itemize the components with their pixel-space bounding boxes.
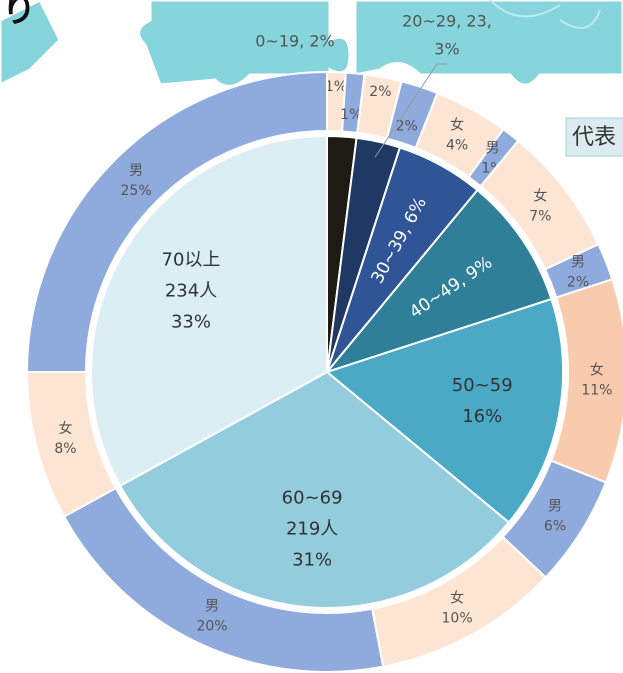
data-label: 2% [369, 84, 391, 100]
label-group: 20~29, 23, 3% [402, 12, 492, 59]
label-group: 70以上 234人 33% [162, 250, 221, 333]
label-group: 2% [396, 119, 418, 135]
label-group: 0~19, 2% [255, 32, 335, 51]
label-group: 男 6% [544, 499, 566, 535]
data-label: 女 [450, 116, 464, 133]
label-group: 男 20% [196, 598, 227, 634]
label-group: 1% [325, 79, 347, 95]
label-group: 50~59 16% [452, 375, 513, 427]
data-label: 50~59 [452, 375, 513, 396]
puzzle-edge [489, 0, 601, 29]
data-label: 女 [590, 361, 604, 378]
data-label: 31% [292, 549, 332, 570]
puzzle-piece [353, 0, 623, 87]
data-label: 20~29, 23, [402, 12, 492, 31]
data-label: 10% [442, 611, 473, 627]
data-label: 男 [548, 499, 562, 515]
data-label: 男 [571, 255, 585, 271]
annotation-box [565, 117, 623, 157]
label-group: 女 10% [442, 590, 473, 627]
inner-wedge [90, 134, 328, 488]
puzzle-piece [0, 0, 62, 87]
data-label: 4% [446, 137, 468, 153]
label-group: 女 7% [529, 188, 551, 225]
data-label: 234人 [165, 281, 217, 302]
data-label: 男 [485, 141, 499, 157]
data-label: 219人 [286, 518, 338, 539]
inner-wedge [324, 188, 553, 375]
data-label: 1% [340, 107, 362, 123]
inner-wedge [118, 370, 511, 609]
data-label: 1% [325, 79, 347, 95]
data-label: 女 [58, 420, 72, 437]
data-label: 7% [529, 209, 551, 225]
puzzle-background [0, 0, 623, 88]
data-label: 16% [462, 406, 502, 427]
data-label: 25% [121, 183, 152, 199]
data-label: 男 [205, 598, 219, 614]
data-label: 男 [129, 163, 143, 179]
label-group: 60~69 219人 31% [282, 487, 343, 570]
data-label: 20% [196, 618, 227, 634]
outer-wedge [25, 70, 328, 373]
data-label: 3% [434, 40, 459, 59]
label-group: 1% [340, 107, 362, 123]
data-label: 60~69 [282, 487, 343, 508]
inner-wedge [324, 297, 564, 524]
data-label: 2% [396, 119, 418, 135]
data-label: 11% [581, 382, 612, 398]
label-group: 男 25% [121, 163, 152, 199]
data-label: 70以上 [162, 250, 221, 271]
data-label: 2% [567, 275, 589, 291]
data-label: 0~19, 2% [255, 32, 335, 51]
label-group: 女 11% [581, 361, 612, 398]
data-label: 女 [533, 188, 547, 205]
annotation: 代表 [572, 125, 616, 150]
label-group: 2% [369, 84, 391, 100]
data-label: 33% [171, 312, 211, 333]
label-group: 女 8% [54, 420, 76, 457]
data-label: 8% [54, 441, 76, 457]
cut-text: り [2, 0, 36, 31]
label-group: 男 2% [567, 255, 589, 291]
data-label: 女 [450, 590, 464, 607]
label-group: 女 4% [446, 116, 468, 153]
data-label: 6% [544, 519, 566, 535]
leader-line [374, 63, 447, 158]
